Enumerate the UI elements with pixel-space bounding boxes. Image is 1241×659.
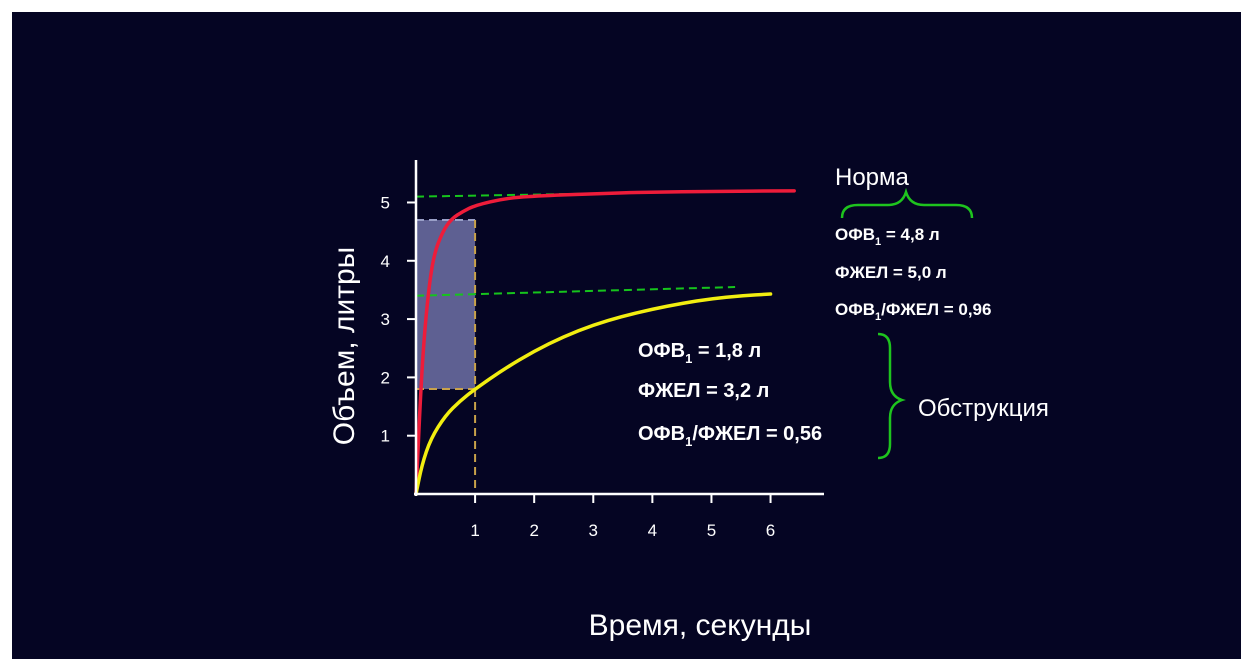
y-axis-title: Объем, литры [328, 247, 361, 446]
x-axis-title: Время, секунды [589, 609, 812, 642]
x-tick-label-3: 3 [589, 521, 598, 540]
plot-layer: 1 2 3 4 5 6 1 2 3 4 5 [381, 160, 824, 540]
obstruction-curve [414, 292, 773, 496]
norm-ratio: ОФВ1/ФЖЕЛ = 0,96 [835, 300, 991, 323]
x-tick-label-4: 4 [648, 521, 657, 540]
x-tick-label-1: 1 [470, 521, 479, 540]
norm-curve [414, 189, 796, 496]
obstruction-ratio: ОФВ1/ФЖЕЛ = 0,56 [638, 423, 822, 449]
fev1-shaded-area [416, 219, 476, 390]
y-tick-label-1: 1 [381, 427, 390, 446]
y-tick-label-2: 2 [381, 368, 390, 387]
obstruction-label: Обструкция [918, 395, 1049, 422]
norm-fvc: ФЖЕЛ = 5,0 л [835, 263, 947, 282]
norm-label: Норма [835, 164, 910, 191]
y-tick-label-5: 5 [381, 193, 390, 212]
obstruction-brace [877, 332, 906, 460]
x-tick-label-6: 6 [766, 521, 775, 540]
x-tick-label-2: 2 [529, 521, 538, 540]
obstruction-fev1: ОФВ1 = 1,8 л [638, 340, 761, 366]
norm-fev1: ОФВ1 = 4,8 л [835, 225, 940, 248]
y-tick-label-3: 3 [381, 310, 390, 329]
norm-brace [840, 187, 974, 219]
y-tick-label-4: 4 [381, 252, 390, 271]
obstruction-fvc: ФЖЕЛ = 3,2 л [638, 380, 769, 402]
x-tick-label-5: 5 [707, 521, 716, 540]
obstruction-fvc-guide [415, 286, 736, 297]
